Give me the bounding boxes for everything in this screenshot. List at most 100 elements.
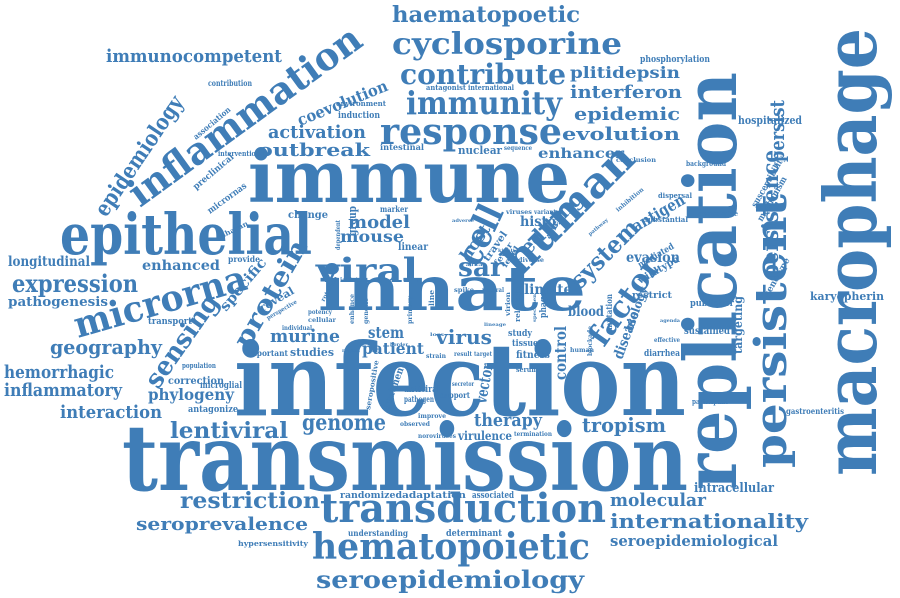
word: noroviruses	[418, 433, 457, 440]
word: phylogeny	[148, 385, 235, 404]
word: gastroenteritis	[786, 406, 844, 416]
word: contribution	[208, 78, 252, 88]
word: immunity	[406, 84, 563, 122]
word: loss	[430, 332, 444, 338]
word: publisher	[690, 299, 734, 309]
word: determinant	[446, 529, 503, 539]
word: effective	[654, 337, 680, 344]
word: interaction	[60, 402, 162, 423]
word: conclusion	[616, 157, 657, 164]
word: persistence	[758, 150, 784, 278]
word: sar	[458, 253, 504, 283]
word: innate	[318, 252, 586, 325]
word: plitidepsin	[570, 63, 680, 82]
word: important	[246, 348, 288, 358]
word: intervention	[218, 149, 260, 158]
word: pathogen	[404, 394, 434, 404]
word: result	[454, 351, 472, 358]
word: strain	[426, 353, 447, 360]
word: induction	[338, 111, 380, 121]
word: molecular	[610, 490, 706, 511]
word: african	[466, 262, 486, 268]
word: kinetic	[498, 248, 518, 254]
word: line	[427, 289, 436, 306]
word: variant	[533, 209, 556, 216]
word: transport	[148, 317, 193, 327]
word: longitudinal	[8, 254, 90, 270]
word: murine	[270, 326, 340, 347]
word: blockade	[587, 326, 594, 356]
word: activation	[268, 122, 366, 143]
word: comparable	[698, 209, 738, 218]
word: blood	[568, 304, 604, 320]
word: lineage	[484, 322, 506, 328]
word: hemorrhagic	[4, 362, 114, 383]
word: restrict	[632, 291, 673, 301]
word: support	[440, 390, 470, 400]
word: serum	[516, 365, 539, 374]
word: epithelial	[60, 202, 312, 268]
word: expression	[12, 269, 138, 298]
word: lentiviral	[170, 418, 288, 444]
word: karyopherin	[810, 290, 884, 303]
word: randomized	[340, 491, 403, 501]
word: inflammatory	[4, 380, 122, 401]
word: therapy	[474, 410, 542, 431]
word: mouse	[340, 227, 404, 246]
word: hematopoietic	[312, 526, 590, 568]
word: cellular	[308, 317, 337, 324]
word: transduction	[320, 485, 606, 532]
word: nuclear	[458, 144, 502, 157]
word: hypersensitivity	[238, 539, 309, 548]
word: stem	[368, 323, 404, 342]
word: secretor	[452, 381, 475, 388]
word: persistent	[746, 193, 797, 468]
word: replication	[668, 72, 753, 490]
word: study	[508, 329, 533, 339]
word: related	[513, 292, 522, 322]
word: seroepidemiological	[610, 532, 778, 550]
word: targeting	[731, 295, 745, 354]
word: macrophage	[808, 28, 893, 476]
word: evasion	[626, 250, 680, 266]
word: improve	[418, 413, 446, 420]
word: control	[551, 326, 570, 380]
word: response	[380, 111, 562, 153]
word: environment	[336, 99, 387, 108]
word: mutation	[604, 294, 614, 330]
word: seroepidemiology	[316, 565, 585, 594]
word: cyclosporine	[392, 27, 622, 62]
word: studies	[290, 346, 334, 359]
word: viral	[315, 251, 418, 291]
word: primary	[407, 295, 414, 324]
word: histo	[520, 214, 556, 230]
word: hospitalized	[738, 114, 802, 127]
word: sustained	[684, 326, 730, 337]
word: virion	[505, 291, 512, 317]
word: microglial	[200, 381, 242, 391]
word: diarrhea	[644, 349, 680, 359]
word: spike	[454, 287, 474, 294]
word: antagonist	[426, 83, 467, 92]
word: specimen	[532, 294, 538, 322]
word: antiviral	[404, 385, 440, 395]
word: border	[390, 342, 408, 348]
word: interferon	[570, 82, 682, 103]
word: antagonize	[188, 405, 238, 415]
word: genetic	[363, 298, 370, 324]
word: region	[342, 348, 360, 354]
word: tropism	[582, 413, 666, 437]
word: epidemic	[574, 104, 680, 125]
word: associated	[472, 491, 515, 501]
word: fitness	[516, 350, 550, 361]
word: viruses	[505, 209, 533, 216]
word: tissue	[512, 339, 538, 349]
word: sequence	[504, 145, 532, 152]
word: potency	[308, 309, 332, 316]
word: observed	[400, 421, 431, 428]
word: contribute	[400, 58, 566, 91]
word: restriction	[180, 488, 320, 514]
word: international	[468, 83, 514, 92]
word: target	[474, 351, 492, 358]
